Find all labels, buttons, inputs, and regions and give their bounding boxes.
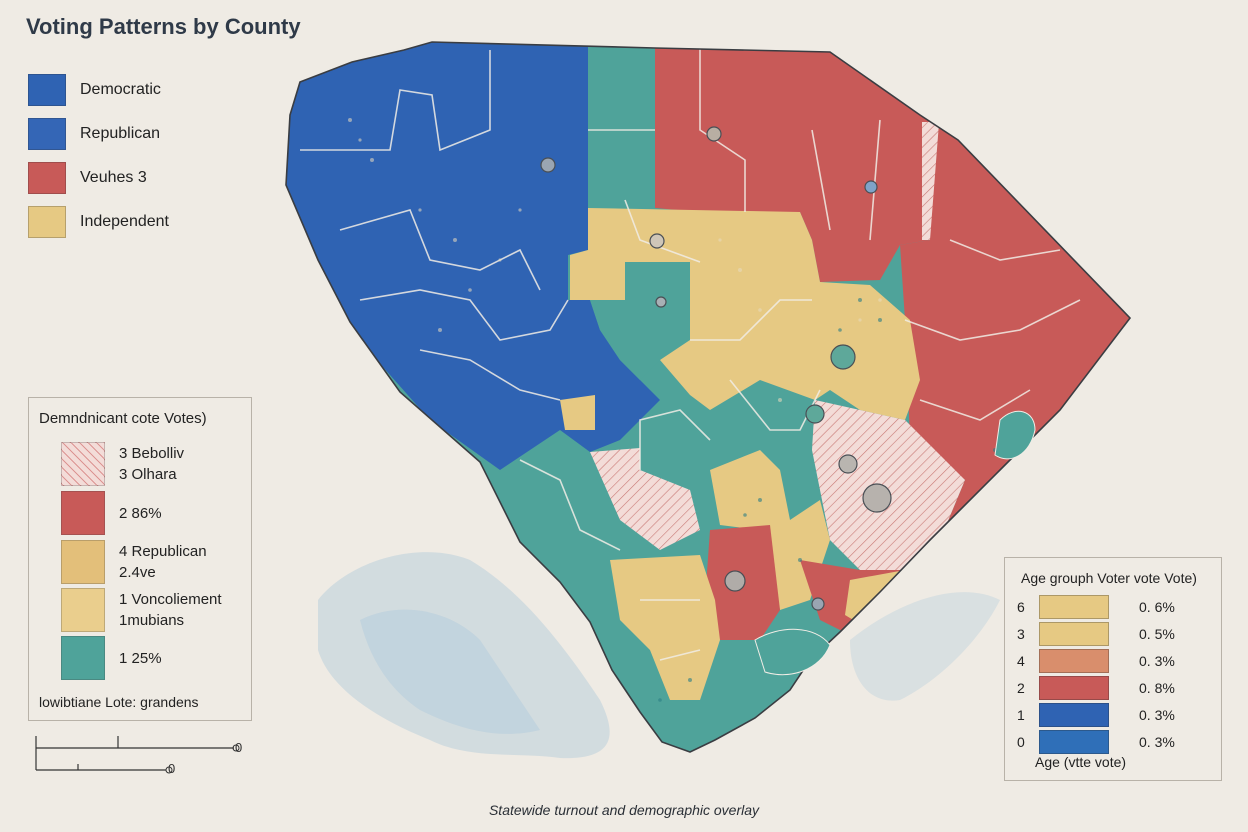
age-legend-title: Age grouph Voter vote Vote) [1021,570,1197,586]
demographic-item: 3 Bebolliv 3 Olhara [61,442,184,486]
demographic-line1: 2 86% [119,504,162,522]
age-bar [1039,676,1109,700]
region-yellow-central [570,208,920,420]
marker [811,597,825,611]
marker [655,296,667,308]
legend-swatch [28,162,66,194]
age-legend-row: 6 0. 6% [1005,594,1221,621]
marker [724,570,746,592]
region-teal-central [590,262,690,380]
demographic-swatch [61,588,105,632]
age-value: 0. 6% [1139,599,1175,615]
demographic-line1: 4 Republican [119,543,207,560]
demographic-item: 4 Republican 2.4ve [61,540,207,584]
legend-label: Veuhes 3 [80,169,147,186]
age-label: 6 [1017,599,1025,615]
region-yellow-sw [610,555,720,700]
age-label: 4 [1017,653,1025,669]
age-legend-row: 2 0. 8% [1005,675,1221,702]
age-bar [1039,649,1109,673]
scale-label-top: 0 [235,740,243,755]
demographic-line1: 3 Bebolliv [119,445,185,462]
demographic-line1: 1 25% [119,649,162,667]
legend-swatch [28,206,66,238]
demographic-line1: 1 Voncoliement [119,591,222,608]
marker [864,180,878,194]
region-blue [286,42,660,470]
speckles [348,118,882,402]
demographic-swatch [61,636,105,680]
coastal-islands [754,410,1036,676]
legend-swatch [28,74,66,106]
legend-item-democratic: Democratic [28,68,288,112]
legend-swatch [28,118,66,150]
demographic-swatch [61,540,105,584]
age-bar [1039,730,1109,754]
age-value: 0. 3% [1139,734,1175,750]
demographic-footnote: lowibtiane Lote: grandens [39,694,199,710]
demographic-line2: 3 Olhara [119,466,177,483]
demographic-swatch [61,442,105,486]
demographic-item: 1 Voncoliement 1mubians [61,588,222,632]
age-footnote: Age (vtte vote) [1035,754,1127,770]
county-borders [300,42,1081,661]
demographic-legend-title: Demndnicant cote Votes) [39,410,207,427]
demographic-item: 2 86% [61,491,162,535]
age-label: 2 [1017,680,1025,696]
region-hatched-central [812,400,965,570]
age-legend-row: 0 0. 3% [1005,729,1221,756]
region-teal-north [588,42,655,208]
age-label: 0 [1017,734,1025,750]
map-title: Voting Patterns by County [26,14,301,39]
scale-label-bottom: 0 [168,761,176,776]
region-red-north [655,42,940,282]
teal-dots [658,298,1022,702]
age-label: 1 [1017,707,1025,723]
party-legend: Democratic Republican Veuhes 3 Independe… [28,68,288,244]
legend-label: Democratic [80,81,161,98]
county-markers [540,126,892,611]
map-caption: Statewide turnout and demographic overla… [488,802,760,818]
age-value: 0. 5% [1139,626,1175,642]
legend-item-republican: Republican [28,112,288,156]
demographic-swatch [61,491,105,535]
demographic-line2: 1mubians [119,612,185,629]
demographic-line2: 2.4ve [119,564,156,581]
age-label: 3 [1017,626,1025,642]
age-bar [1039,595,1109,619]
legend-label: Independent [80,213,169,230]
age-bar [1039,703,1109,727]
region-yellow-sw2 [560,395,595,430]
marker [862,483,892,513]
marker [830,344,856,370]
marker [649,233,665,249]
legend-item-other: Veuhes 3 [28,156,288,200]
region-hatched-west [590,448,700,550]
state-outline [285,41,1132,753]
age-legend-row: 4 0. 3% [1005,648,1221,675]
age-value: 0. 8% [1139,680,1175,696]
age-legend: Age grouph Voter vote Vote) 6 0. 6% 3 0.… [1004,557,1222,781]
age-legend-row: 3 0. 5% [1005,621,1221,648]
demographic-item: 1 25% [61,636,162,680]
marker [805,404,825,424]
age-legend-row: 1 0. 3% [1005,702,1221,729]
legend-label: Republican [80,125,161,142]
coastal-water [318,552,1000,759]
marker [838,454,858,474]
age-bar [1039,622,1109,646]
demographic-legend: Demndnicant cote Votes) 3 Bebolliv 3 Olh… [28,397,252,721]
marker [540,157,556,173]
marker [706,126,722,142]
age-value: 0. 3% [1139,653,1175,669]
scale-bar [35,736,240,774]
legend-item-independent: Independent [28,200,288,244]
age-value: 0. 3% [1139,707,1175,723]
